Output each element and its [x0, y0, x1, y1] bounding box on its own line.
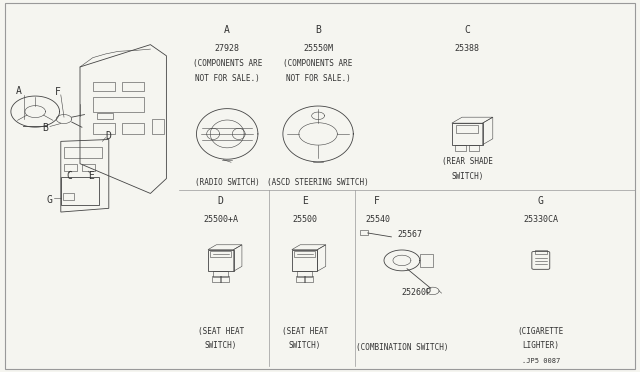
- Text: LIGHTER): LIGHTER): [522, 341, 559, 350]
- Text: (RADIO SWITCH): (RADIO SWITCH): [195, 178, 260, 187]
- Text: F: F: [54, 87, 61, 97]
- Text: 25388: 25388: [454, 44, 480, 53]
- Text: (COMPONENTS ARE: (COMPONENTS ARE: [284, 59, 353, 68]
- Text: (CIGARETTE: (CIGARETTE: [518, 327, 564, 336]
- Text: SWITCH): SWITCH): [205, 341, 237, 350]
- Text: 25330CA: 25330CA: [524, 215, 558, 224]
- Text: (COMPONENTS ARE: (COMPONENTS ARE: [193, 59, 262, 68]
- Text: (SEAT HEAT: (SEAT HEAT: [282, 327, 328, 336]
- Text: 25500: 25500: [292, 215, 317, 224]
- Text: 25550M: 25550M: [303, 44, 333, 53]
- Text: (REAR SHADE: (REAR SHADE: [442, 157, 493, 166]
- Text: (COMBINATION SWITCH): (COMBINATION SWITCH): [356, 343, 448, 352]
- Text: 25567: 25567: [397, 230, 422, 239]
- FancyBboxPatch shape: [5, 3, 635, 369]
- Text: C: C: [464, 25, 470, 35]
- Text: SWITCH): SWITCH): [289, 341, 321, 350]
- Text: NOT FOR SALE.): NOT FOR SALE.): [285, 74, 351, 83]
- Text: C: C: [66, 171, 72, 180]
- Text: B: B: [42, 124, 48, 133]
- Text: .JP5 0087: .JP5 0087: [522, 358, 560, 364]
- Text: NOT FOR SALE.): NOT FOR SALE.): [195, 74, 260, 83]
- Text: E: E: [88, 171, 94, 180]
- Text: 25260P: 25260P: [401, 288, 431, 296]
- Text: F: F: [373, 196, 380, 206]
- Text: A: A: [16, 86, 22, 96]
- Text: B: B: [315, 25, 321, 35]
- Text: A: A: [224, 25, 230, 35]
- Text: SWITCH): SWITCH): [451, 172, 483, 181]
- Text: 25500+A: 25500+A: [204, 215, 238, 224]
- Text: G: G: [538, 196, 544, 206]
- Text: 25540: 25540: [365, 215, 390, 224]
- Text: (SEAT HEAT: (SEAT HEAT: [198, 327, 244, 336]
- Text: G: G: [47, 195, 53, 205]
- Text: E: E: [301, 196, 308, 206]
- Text: D: D: [218, 196, 224, 206]
- Text: D: D: [106, 131, 112, 141]
- Text: (ASCD STEERING SWITCH): (ASCD STEERING SWITCH): [268, 178, 369, 187]
- Text: 27928: 27928: [214, 44, 240, 53]
